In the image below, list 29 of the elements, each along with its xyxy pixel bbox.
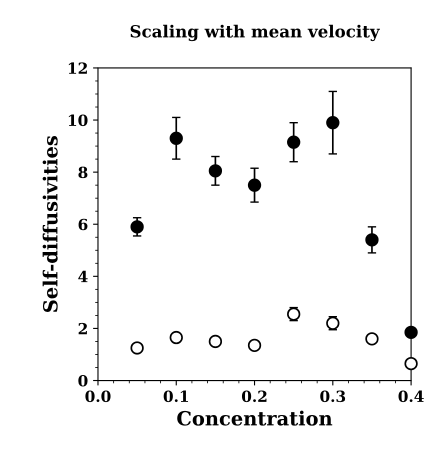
y-tick-label: 6	[78, 218, 88, 230]
x-tick-label: 0.3	[320, 390, 346, 402]
y-tick-label: 2	[78, 322, 87, 334]
point	[208, 164, 222, 178]
point	[287, 136, 300, 149]
point	[248, 178, 262, 192]
y-tick-label: 10	[68, 114, 88, 126]
x-tick-label: 0.2	[242, 390, 266, 402]
x-tick-label: 0.4	[398, 390, 424, 402]
point	[130, 220, 144, 234]
point	[170, 132, 183, 145]
point	[170, 330, 183, 344]
x-tick-label: 0.0	[85, 390, 111, 402]
point	[326, 116, 340, 130]
point	[130, 341, 144, 355]
point	[404, 326, 418, 339]
y-axis-title: Self-diffusivities	[42, 136, 58, 312]
y-tick-label: 8	[78, 166, 88, 178]
chart-title: Scaling with mean velocity	[130, 24, 380, 42]
y-tick-label: 12	[68, 62, 87, 74]
point	[365, 233, 379, 247]
y-tick-label: 0	[78, 374, 88, 387]
y-tick-label: 4	[78, 270, 88, 282]
x-axis-title: Concentration	[177, 410, 332, 426]
x-tick-label: 0.1	[164, 390, 188, 402]
point	[248, 338, 262, 352]
point	[365, 332, 379, 346]
point	[208, 334, 222, 348]
point	[404, 356, 418, 370]
